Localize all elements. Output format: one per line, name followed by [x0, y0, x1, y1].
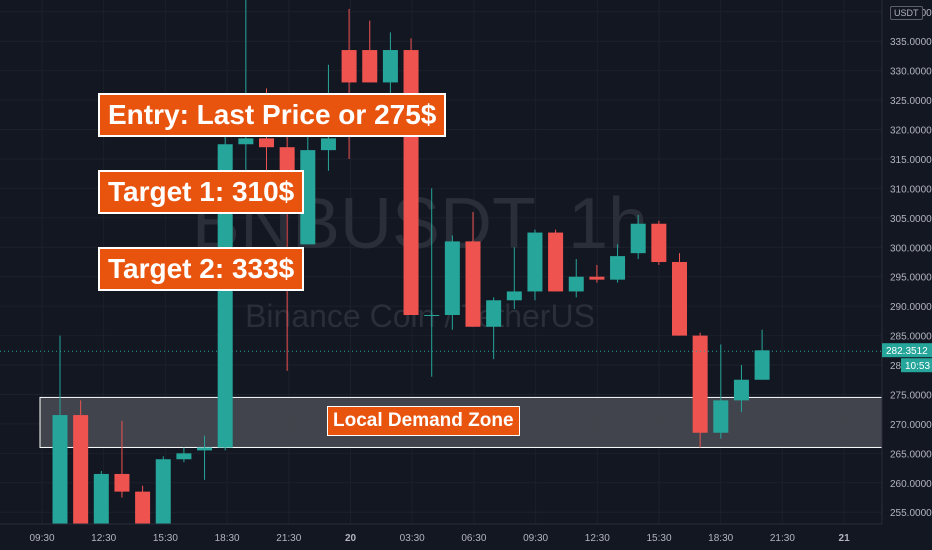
candle-body[interactable] — [465, 241, 481, 327]
candle-body[interactable] — [589, 276, 605, 280]
candle-body[interactable] — [403, 50, 419, 315]
candle-body[interactable] — [114, 473, 130, 492]
candle-body[interactable] — [692, 335, 708, 433]
candle-body[interactable] — [548, 232, 564, 292]
x-tick-label: 18:30 — [708, 533, 733, 544]
y-tick-label: 265.0000 — [890, 449, 932, 460]
y-tick-label: 255.0000 — [890, 508, 932, 519]
currency-badge[interactable]: USDT — [890, 6, 923, 20]
candle-body[interactable] — [527, 232, 543, 292]
x-tick-label: 21 — [839, 533, 851, 544]
countdown-label: 10:53 — [905, 361, 930, 372]
x-tick-label: 18:30 — [215, 533, 240, 544]
demand-zone-label: Local Demand Zone — [327, 406, 520, 437]
candle-body[interactable] — [197, 447, 213, 451]
candle-body[interactable] — [341, 50, 357, 83]
candle-body[interactable] — [155, 459, 171, 524]
y-tick-label: 325.0000 — [890, 96, 932, 107]
price-axis[interactable] — [882, 0, 932, 550]
y-tick-label: 275.0000 — [890, 390, 932, 401]
y-tick-label: 270.0000 — [890, 420, 932, 431]
entry-annotation: Entry: Last Price or 275$ — [98, 93, 447, 137]
x-tick-label: 09:30 — [523, 533, 548, 544]
candle-body[interactable] — [506, 291, 522, 301]
candle-body[interactable] — [238, 138, 254, 145]
y-tick-label: 300.0000 — [890, 243, 932, 254]
candle-body[interactable] — [52, 415, 68, 524]
y-tick-label: 320.0000 — [890, 126, 932, 137]
y-tick-label: 335.0000 — [890, 37, 932, 48]
candle-body[interactable] — [630, 223, 646, 254]
current-price-label: 282.3512 — [886, 346, 928, 357]
y-tick-label: 260.0000 — [890, 479, 932, 490]
candle-body[interactable] — [568, 276, 584, 292]
candle-body[interactable] — [713, 400, 729, 433]
candle-body[interactable] — [259, 138, 274, 148]
candle-body[interactable] — [486, 300, 502, 327]
candle-body[interactable] — [651, 223, 667, 262]
candle-body[interactable] — [362, 50, 378, 83]
candle-body[interactable] — [135, 491, 151, 524]
x-tick-label: 12:30 — [585, 533, 610, 544]
time-axis[interactable] — [0, 524, 882, 550]
target2-annotation: Target 2: 333$ — [98, 247, 305, 291]
candle-body[interactable] — [382, 50, 398, 83]
candle-body[interactable] — [217, 144, 233, 448]
candle-body[interactable] — [754, 350, 770, 380]
candle-body[interactable] — [73, 415, 89, 524]
candle-body[interactable] — [610, 256, 626, 280]
target1-annotation: Target 1: 310$ — [98, 170, 305, 214]
candle-body[interactable] — [444, 241, 460, 315]
y-tick-label: 315.0000 — [890, 155, 932, 166]
x-tick-label: 06:30 — [461, 533, 486, 544]
x-tick-label: 21:30 — [276, 533, 301, 544]
candle-body[interactable] — [176, 453, 192, 460]
x-tick-label: 21:30 — [770, 533, 795, 544]
candle-body[interactable] — [672, 262, 687, 336]
x-tick-label: 20 — [345, 533, 357, 544]
candle-body[interactable] — [424, 314, 440, 316]
x-tick-label: 15:30 — [646, 533, 671, 544]
watermark-name: Binance Coin / TetherUS — [245, 298, 595, 334]
candle-body[interactable] — [320, 138, 336, 151]
current-price-badge — [882, 343, 932, 358]
x-tick-label: 15:30 — [153, 533, 178, 544]
countdown-badge — [901, 358, 932, 373]
candle-body[interactable] — [733, 379, 749, 401]
y-tick-label: 330.0000 — [890, 67, 932, 78]
y-tick-label: 295.0000 — [890, 273, 932, 284]
y-tick-label: 290.0000 — [890, 302, 932, 313]
y-tick-label: 310.0000 — [890, 184, 932, 195]
x-tick-label: 09:30 — [29, 533, 54, 544]
candle-body[interactable] — [93, 473, 109, 524]
y-tick-label: 305.0000 — [890, 214, 932, 225]
x-tick-label: 03:30 — [400, 533, 425, 544]
y-tick-label: 285.0000 — [890, 332, 932, 343]
x-tick-label: 12:30 — [91, 533, 116, 544]
